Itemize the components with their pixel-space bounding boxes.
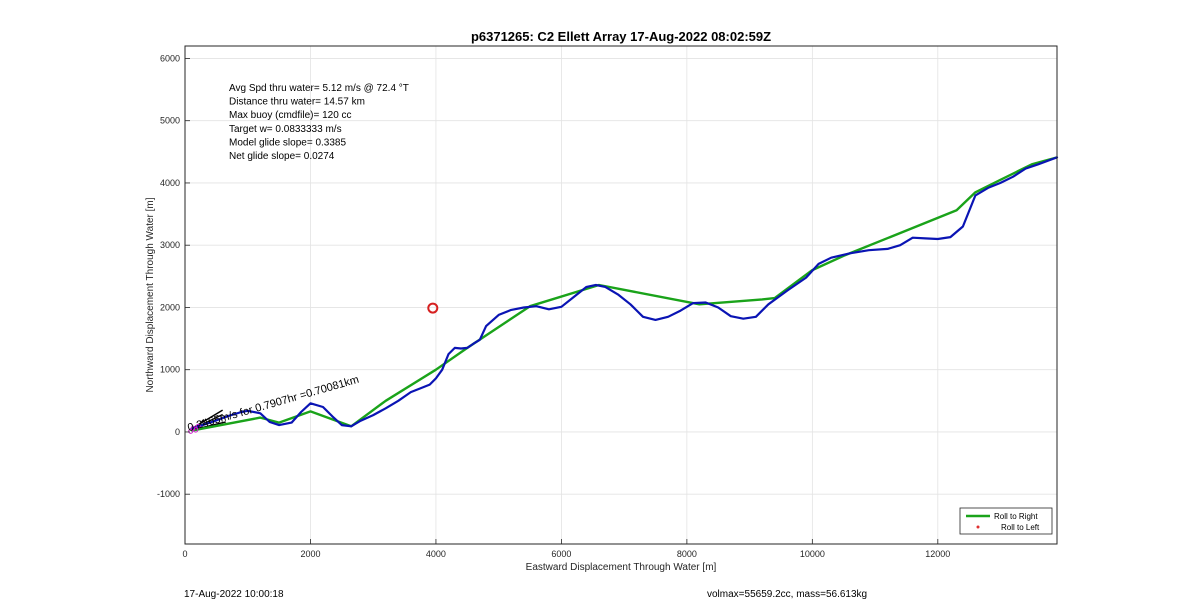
legend-label-roll-right: Roll to Right: [994, 512, 1038, 521]
x-tick-label: 0: [182, 549, 187, 559]
stat-line: Max buoy (cmdfile)= 120 cc: [229, 110, 352, 121]
plot-area: [185, 46, 1057, 544]
y-tick-label: 4000: [160, 178, 180, 188]
x-tick-label: 12000: [925, 549, 950, 559]
chart-title: p6371265: C2 Ellett Array 17-Aug-2022 08…: [471, 29, 771, 44]
y-axis-label: Northward Displacement Through Water [m]: [145, 197, 156, 392]
legend-swatch-roll-left: [976, 525, 980, 529]
series-track: [190, 156, 1059, 430]
legend-label-roll-left: Roll to Left: [1001, 523, 1040, 532]
series-roll-right: [191, 156, 1058, 432]
stat-line: Net glide slope= 0.0274: [229, 151, 335, 162]
footer-timestamp: 17-Aug-2022 10:00:18: [184, 589, 284, 600]
x-tick-label: 10000: [800, 549, 825, 559]
stats-annotations: Avg Spd thru water= 5.12 m/s @ 72.4 °T Di…: [229, 83, 409, 162]
grid-lines: [184, 46, 1057, 544]
x-axis-label: Eastward Displacement Through Water [m]: [526, 562, 717, 573]
footer-volume-mass: volmax=55659.2cc, mass=56.613kg: [707, 589, 868, 600]
target-marker: [427, 302, 439, 314]
legend: Roll to Right Roll to Left: [959, 507, 1053, 535]
x-tick-label: 6000: [551, 549, 571, 559]
x-tick-label: 8000: [677, 549, 697, 559]
x-tick-label: 2000: [300, 549, 320, 559]
legend-box: [959, 507, 1053, 535]
y-tick-label: 5000: [160, 116, 180, 126]
plot-frame: [184, 45, 1058, 545]
stat-line: Target w= 0.0833333 m/s: [229, 124, 342, 135]
start-marker: [195, 423, 201, 429]
x-tick-label: 4000: [426, 549, 446, 559]
y-tick-label: -1000: [157, 489, 180, 499]
start-marker: [193, 427, 199, 433]
y-tick-label: 3000: [160, 240, 180, 250]
y-tick-label: 6000: [160, 53, 180, 63]
stat-line: Avg Spd thru water= 5.12 m/s @ 72.4 °T: [229, 83, 409, 94]
y-tick-label: 1000: [160, 365, 180, 375]
start-marker: [188, 428, 194, 434]
stat-line: Distance thru water= 14.57 km: [229, 97, 365, 108]
y-tick-label: 2000: [160, 302, 180, 312]
stat-line: Model glide slope= 0.3385: [229, 137, 346, 148]
series-layer: [188, 156, 1059, 434]
y-tick-label: 0: [175, 427, 180, 437]
axis-ticks: 0 2000 4000 6000 8000 10000 12000 -1000 0 1000 200…: [157, 53, 950, 559]
